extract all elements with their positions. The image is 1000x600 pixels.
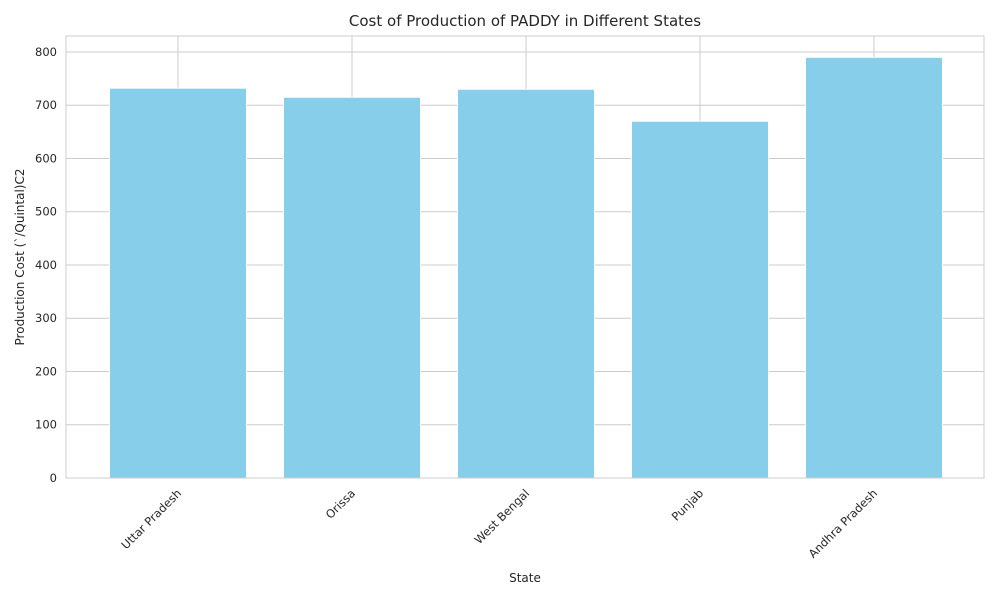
y-axis-ticks: 0 100 200 300 400 500 600 700 800: [35, 45, 57, 485]
y-axis-label: Production Cost (`/Quintal)C2: [13, 169, 27, 346]
bar-west-bengal: [457, 88, 595, 479]
x-axis-ticks: Uttar Pradesh Orissa West Bengal Punjab Andh…: [118, 486, 880, 560]
x-tick-label: Punjab: [669, 486, 706, 523]
bar-uttar-pradesh: [109, 87, 247, 479]
x-tick-label: Andhra Pradesh: [806, 486, 880, 560]
bar-orissa: [283, 96, 421, 479]
y-tick-label: 500: [35, 205, 57, 219]
bars: [109, 56, 943, 479]
chart-title: Cost of Production of PADDY in Different…: [349, 12, 701, 30]
x-tick-label: Orissa: [323, 486, 358, 521]
y-tick-label: 400: [35, 258, 57, 272]
x-tick-label: West Bengal: [471, 486, 532, 547]
y-tick-label: 800: [35, 45, 57, 59]
y-tick-label: 100: [35, 418, 57, 432]
x-axis-label: State: [509, 571, 541, 585]
plot-frame: [65, 35, 985, 479]
y-tick-label: 600: [35, 151, 57, 165]
y-tick-label: 200: [35, 364, 57, 378]
y-tick-label: 700: [35, 98, 57, 112]
y-tick-label: 300: [35, 311, 57, 325]
y-tick-label: 0: [50, 471, 57, 485]
bar-punjab: [631, 120, 769, 479]
x-tick-label: Uttar Pradesh: [118, 486, 184, 552]
bar-andhra-pradesh: [805, 56, 943, 479]
